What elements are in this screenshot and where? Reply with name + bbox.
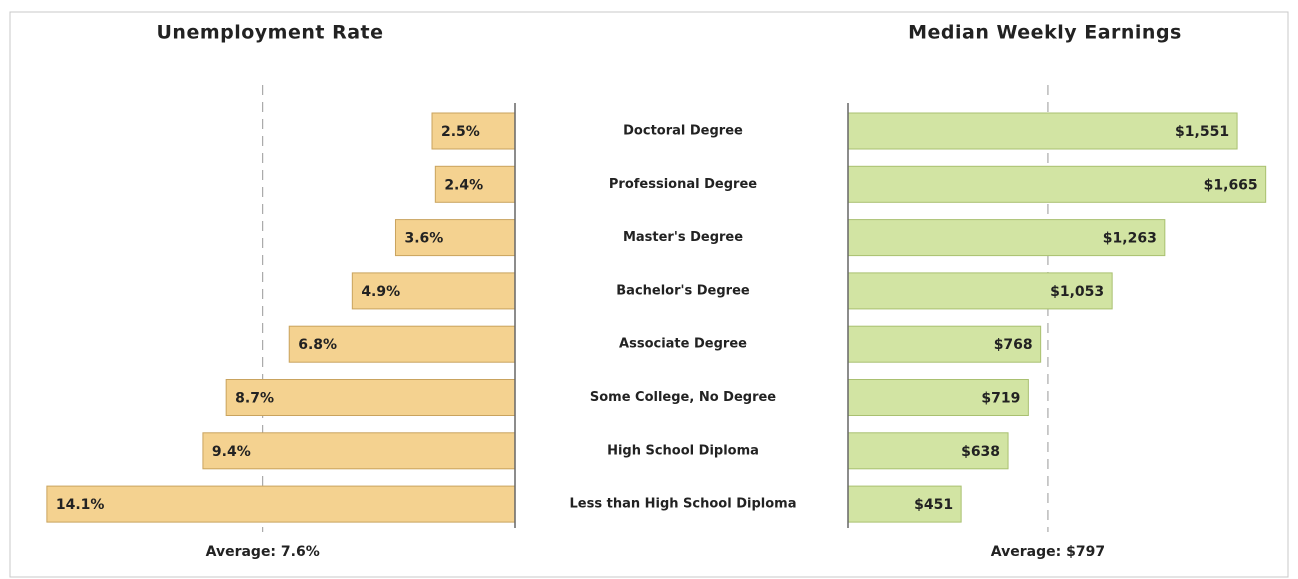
category-label: Associate Degree: [619, 337, 747, 352]
category-label: Bachelor's Degree: [616, 283, 750, 298]
bar: [847, 485, 962, 523]
bar: [202, 432, 516, 470]
category-label: Professional Degree: [609, 177, 757, 192]
value-label: 6.8%: [298, 337, 337, 353]
bar: [431, 112, 516, 150]
value-label: 3.6%: [404, 231, 443, 247]
category-label: Master's Degree: [623, 230, 743, 245]
average-label: Average: 7.6%: [206, 544, 320, 560]
bar: [46, 485, 516, 523]
bar: [847, 325, 1042, 363]
value-label: 9.4%: [212, 444, 251, 460]
value-label: $1,053: [1050, 284, 1104, 300]
bar: [394, 219, 516, 257]
value-label: 2.4%: [444, 177, 483, 193]
value-label: 8.7%: [235, 391, 274, 407]
chart-title: Median Weekly Earnings: [908, 22, 1182, 44]
value-label: 14.1%: [56, 497, 105, 513]
bar: [847, 112, 1238, 150]
value-label: 2.5%: [441, 124, 480, 140]
average-label: Average: $797: [991, 544, 1105, 560]
bar: [351, 272, 516, 310]
value-label: $451: [914, 497, 953, 513]
category-label: Doctoral Degree: [623, 124, 743, 139]
value-label: $719: [981, 391, 1020, 407]
bar: [847, 219, 1166, 257]
bar: [847, 165, 1267, 203]
chart-title: Unemployment Rate: [156, 22, 383, 44]
value-label: $1,665: [1204, 177, 1258, 193]
bar: [847, 272, 1113, 310]
bar: [847, 379, 1029, 416]
bar: [847, 432, 1009, 470]
value-label: 4.9%: [361, 284, 400, 300]
value-label: $768: [994, 337, 1033, 353]
value-label: $1,551: [1175, 124, 1229, 140]
category-label: High School Diploma: [607, 443, 759, 458]
bar: [434, 165, 516, 203]
category-label: Less than High School Diploma: [570, 497, 797, 512]
value-label: $638: [961, 444, 1000, 460]
value-label: $1,263: [1103, 231, 1157, 247]
bar: [225, 379, 516, 416]
frame: [9, 11, 1289, 578]
category-label: Some College, No Degree: [590, 390, 776, 405]
